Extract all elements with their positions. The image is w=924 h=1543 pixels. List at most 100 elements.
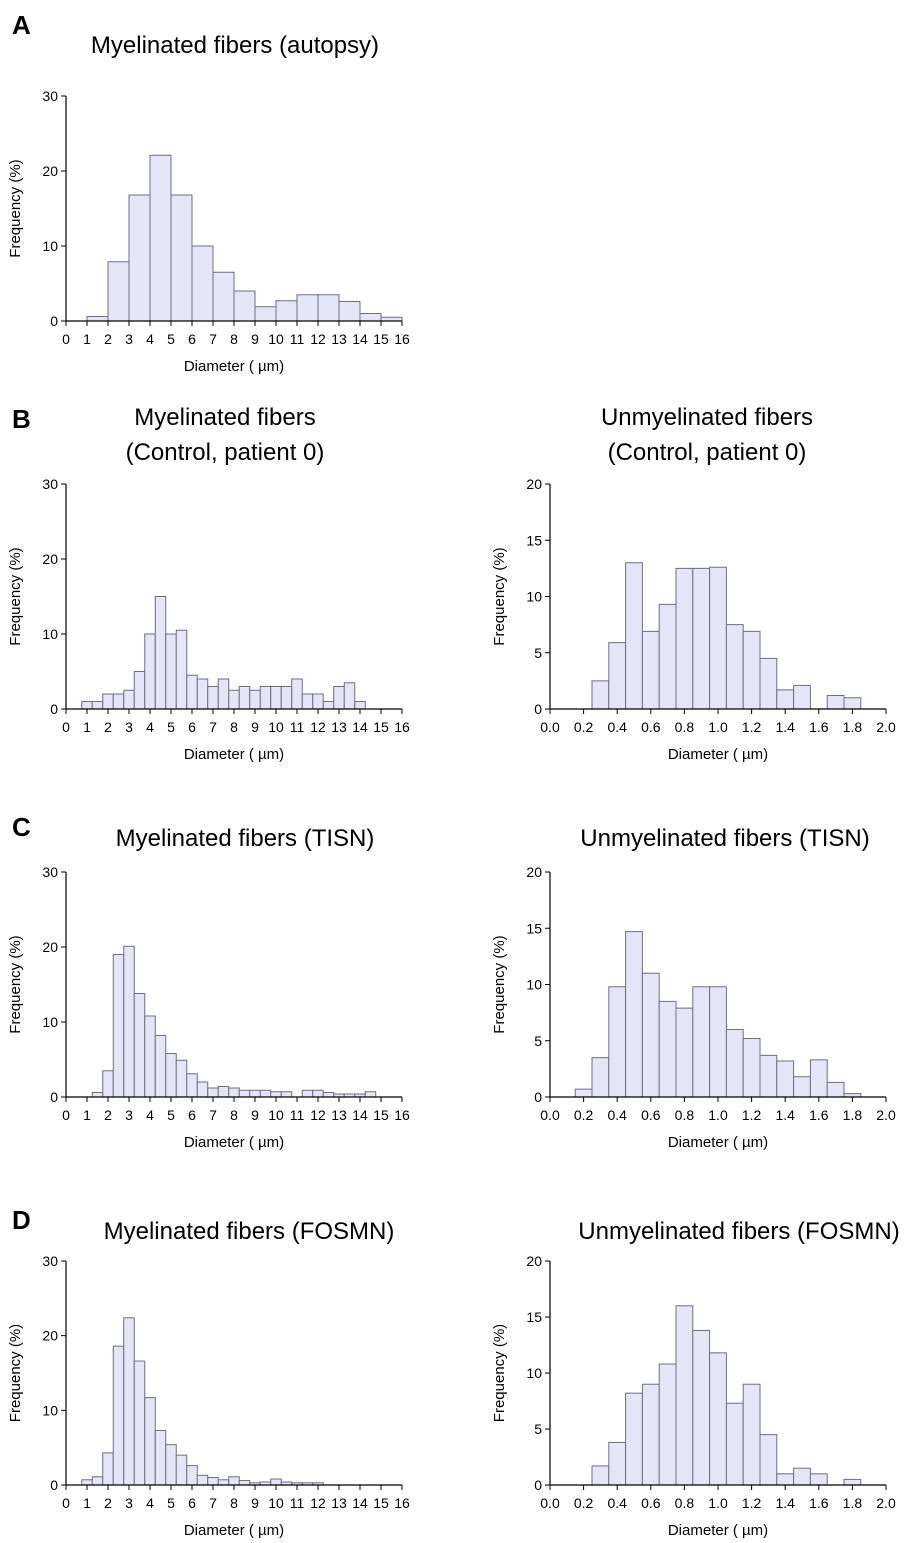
x-tick-label: 0 xyxy=(62,1495,70,1511)
y-tick-label: 5 xyxy=(534,1421,542,1437)
x-tick-label: 6 xyxy=(188,1107,196,1123)
bar xyxy=(249,1089,261,1098)
bar xyxy=(725,1402,744,1486)
bar xyxy=(301,1089,314,1098)
bar xyxy=(196,1474,209,1486)
y-tick-label: 15 xyxy=(526,1309,542,1325)
x-tick-label: 3 xyxy=(125,1107,133,1123)
x-tick-label: 8 xyxy=(230,1107,238,1123)
bar xyxy=(725,1029,744,1098)
x-tick-label: 9 xyxy=(251,1495,259,1511)
x-tick-label: 0.0 xyxy=(540,1107,560,1123)
bar xyxy=(641,630,660,710)
bar xyxy=(123,1317,135,1486)
x-tick-label: 1.8 xyxy=(843,719,863,735)
x-tick-label: 4 xyxy=(146,1107,154,1123)
panel-label-a: A xyxy=(12,10,31,40)
x-tick-label: 0.8 xyxy=(675,1107,695,1123)
bar xyxy=(776,1473,795,1486)
x-tick-label: 13 xyxy=(331,331,347,347)
x-tick-label: 1.2 xyxy=(742,1107,762,1123)
x-tick-label: 1 xyxy=(83,1107,91,1123)
x-tick-label: 2 xyxy=(104,1495,112,1511)
x-tick-label: 0.0 xyxy=(540,719,560,735)
bar xyxy=(270,1091,282,1098)
title-line: Unmyelinated fibers (TISN) xyxy=(580,825,870,852)
bar xyxy=(270,1478,282,1486)
bar xyxy=(238,686,251,710)
chart-title-a: Myelinated fibers (autopsy) xyxy=(40,28,430,63)
y-axis-label: Frequency (%) xyxy=(491,935,508,1033)
x-tick-label: 4 xyxy=(146,1495,154,1511)
x-tick-label: 1.8 xyxy=(843,1495,863,1511)
x-tick-label: 8 xyxy=(230,719,238,735)
x-tick-label: 1.4 xyxy=(775,1107,795,1123)
bar xyxy=(86,316,109,322)
bar xyxy=(826,695,845,710)
bar xyxy=(238,1089,251,1098)
histogram-d2: 0.0 0.2 0.4 0.6 0.8 1.0 1.2 1.4 1.6 1.8 2.0 0 5 10 15 2… xyxy=(491,1253,896,1539)
title-line: Myelinated fibers (TISN) xyxy=(115,825,375,852)
x-tick-label: 16 xyxy=(394,1107,410,1123)
y-tick-label: 20 xyxy=(526,476,542,492)
bar xyxy=(102,1452,114,1486)
chart-title-c-myelinated: Myelinated fibers (TISN) xyxy=(50,821,440,856)
bar xyxy=(359,313,382,322)
y-axis-label: Frequency (%) xyxy=(491,547,508,645)
bar xyxy=(165,633,177,710)
bar xyxy=(317,294,340,322)
x-tick-label: 1.0 xyxy=(708,1495,728,1511)
x-tick-label: 2.0 xyxy=(876,1107,896,1123)
histogram-d1: 0 1 2 3 4 5 6 7 8 9 10 11 12 13 14 15 160102030Diameter … xyxy=(7,1253,410,1539)
bar xyxy=(133,993,146,1098)
x-tick-label: 9 xyxy=(251,1107,259,1123)
x-tick-label: 0.0 xyxy=(540,1495,560,1511)
bar xyxy=(186,1465,198,1486)
x-tick-label: 3 xyxy=(125,719,133,735)
bar xyxy=(625,562,643,710)
bar xyxy=(91,1092,104,1098)
y-tick-label: 10 xyxy=(42,238,58,254)
bar xyxy=(81,701,93,710)
panel-label-c: C xyxy=(12,812,31,842)
bar xyxy=(212,271,235,322)
bar xyxy=(809,1059,828,1098)
bar xyxy=(608,642,627,710)
bar xyxy=(692,986,711,1098)
x-tick-label: 5 xyxy=(167,1495,175,1511)
x-tick-label: 16 xyxy=(394,719,410,735)
bar xyxy=(275,300,298,322)
bar xyxy=(254,306,277,322)
y-tick-label: 0 xyxy=(50,1477,58,1493)
x-tick-label: 0.2 xyxy=(574,1495,594,1511)
bar xyxy=(112,693,125,710)
x-tick-label: 15 xyxy=(373,1495,389,1511)
bar xyxy=(364,1091,377,1098)
bar xyxy=(196,678,209,710)
bar xyxy=(322,701,335,710)
x-tick-label: 16 xyxy=(394,331,410,347)
y-tick-label: 20 xyxy=(526,1253,542,1269)
x-tick-label: 2 xyxy=(104,1107,112,1123)
x-tick-label: 2.0 xyxy=(876,719,896,735)
histogram-b2: 0.0 0.2 0.4 0.6 0.8 1.0 1.2 1.4 1.6 1.8 2.0 0 5 10 15 2… xyxy=(491,476,896,763)
y-tick-label: 20 xyxy=(42,163,58,179)
title-line: (Control, patient 0) xyxy=(125,439,325,466)
bar xyxy=(81,1479,93,1486)
x-axis-label: Diameter ( µm) xyxy=(184,746,284,763)
bar xyxy=(625,1392,643,1486)
x-tick-label: 14 xyxy=(352,719,368,735)
bar xyxy=(658,1363,677,1486)
bar xyxy=(675,567,694,710)
bar xyxy=(107,261,130,322)
bar xyxy=(123,945,135,1098)
x-tick-label: 0.4 xyxy=(607,719,627,735)
bar xyxy=(228,1476,240,1486)
bar xyxy=(692,1329,711,1486)
x-tick-label: 12 xyxy=(310,1495,326,1511)
bar xyxy=(165,1053,177,1098)
bar xyxy=(217,1086,230,1098)
bar xyxy=(217,678,230,710)
x-axis-label: Diameter ( µm) xyxy=(184,1522,284,1539)
x-tick-label: 0.6 xyxy=(641,1495,661,1511)
